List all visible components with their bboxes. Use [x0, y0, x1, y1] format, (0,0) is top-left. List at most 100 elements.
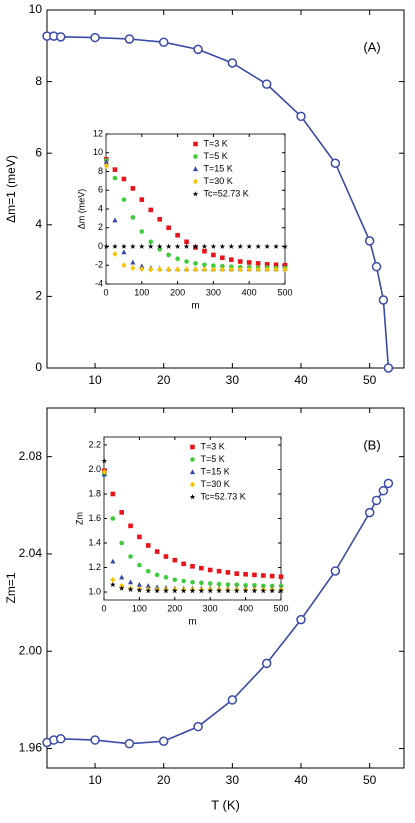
marker: [121, 249, 127, 255]
marker: [112, 167, 118, 172]
y-axis-label: Δm=1 (meV): [4, 155, 18, 223]
x-axis-label: m: [191, 301, 199, 312]
legend-label: Tc=52.73 K: [201, 491, 246, 501]
legend-label: T=3 K: [201, 441, 225, 451]
marker: [121, 262, 127, 269]
marker: [145, 568, 151, 574]
legend-label: T=15 K: [204, 163, 233, 173]
data-point: [383, 363, 394, 373]
marker: [154, 549, 160, 554]
marker: [201, 266, 207, 273]
marker: [130, 215, 136, 220]
marker: [103, 159, 109, 165]
marker: [261, 573, 266, 578]
marker: [190, 457, 195, 462]
marker: [229, 257, 234, 262]
legend-label: Tc=52.73 K: [204, 188, 249, 198]
y-tick-label: 2.2: [88, 439, 101, 449]
marker: [220, 255, 225, 261]
y-tick-label: 2.04: [19, 546, 43, 560]
data-point: [371, 261, 382, 272]
marker: [139, 266, 145, 272]
marker: [251, 587, 258, 594]
x-axis-label: T (K): [211, 797, 240, 812]
data-point: [227, 695, 238, 705]
marker: [216, 581, 222, 587]
marker: [145, 543, 151, 548]
x-tick-label: 100: [132, 603, 147, 613]
legend-label: T=5 K: [201, 454, 225, 464]
data-point: [193, 721, 203, 732]
marker: [234, 571, 240, 576]
marker: [103, 243, 110, 249]
marker: [163, 554, 169, 559]
marker: [138, 243, 145, 249]
y-tick-label: 1.2: [88, 562, 101, 572]
marker: [103, 162, 109, 169]
marker: [145, 587, 152, 594]
marker: [255, 261, 261, 266]
legend-label: T=30 K: [204, 176, 233, 186]
y-axis-label: Zm=1: [4, 572, 18, 603]
marker: [181, 561, 186, 567]
marker: [110, 516, 116, 521]
marker: [199, 565, 204, 571]
x-tick-label: 0: [103, 287, 108, 297]
x-tick-label: 30: [226, 373, 240, 387]
marker: [163, 587, 169, 594]
x-tick-label: 400: [238, 603, 253, 613]
marker: [202, 248, 207, 254]
marker: [264, 266, 270, 273]
marker: [220, 263, 225, 269]
marker: [165, 243, 172, 249]
marker: [110, 558, 116, 564]
data-point: [383, 478, 394, 489]
marker: [112, 243, 118, 249]
y-axis-label: Δm (meV): [76, 189, 86, 230]
marker: [273, 266, 279, 273]
marker: [278, 574, 284, 580]
data-point: [227, 58, 238, 68]
marker: [211, 252, 216, 258]
marker: [207, 587, 214, 594]
marker: [101, 468, 107, 475]
data-point: [330, 566, 341, 576]
data-point: [364, 507, 375, 518]
marker: [175, 266, 181, 273]
x-tick-label: 200: [170, 287, 185, 297]
panel-label: (B): [363, 437, 380, 452]
marker: [156, 243, 163, 249]
marker: [225, 570, 231, 575]
marker: [121, 176, 127, 182]
marker: [246, 266, 252, 273]
marker: [228, 243, 235, 249]
marker: [130, 265, 136, 272]
marker: [219, 243, 226, 249]
x-tick-label: 20: [157, 773, 171, 787]
marker: [192, 178, 199, 185]
marker: [110, 576, 116, 583]
y-tick-label: 0: [35, 360, 42, 374]
marker: [119, 574, 125, 580]
marker: [246, 243, 253, 249]
marker: [157, 266, 163, 273]
legend-label: T=3 K: [204, 138, 228, 148]
marker: [237, 243, 244, 249]
marker: [136, 587, 143, 593]
data-point: [124, 34, 135, 44]
y-tick-label: 6: [98, 185, 103, 195]
y-tick-label: -2: [95, 260, 103, 270]
marker: [172, 557, 178, 563]
data-point: [193, 44, 203, 55]
y-tick-label: 10: [93, 147, 103, 157]
marker: [118, 585, 125, 591]
marker: [199, 580, 204, 586]
data-point: [55, 32, 66, 42]
marker: [269, 587, 275, 594]
y-tick-label: 12: [93, 128, 103, 138]
marker: [147, 243, 154, 249]
marker: [137, 562, 142, 568]
marker: [202, 262, 207, 268]
marker: [242, 587, 249, 594]
data-point: [124, 738, 135, 749]
